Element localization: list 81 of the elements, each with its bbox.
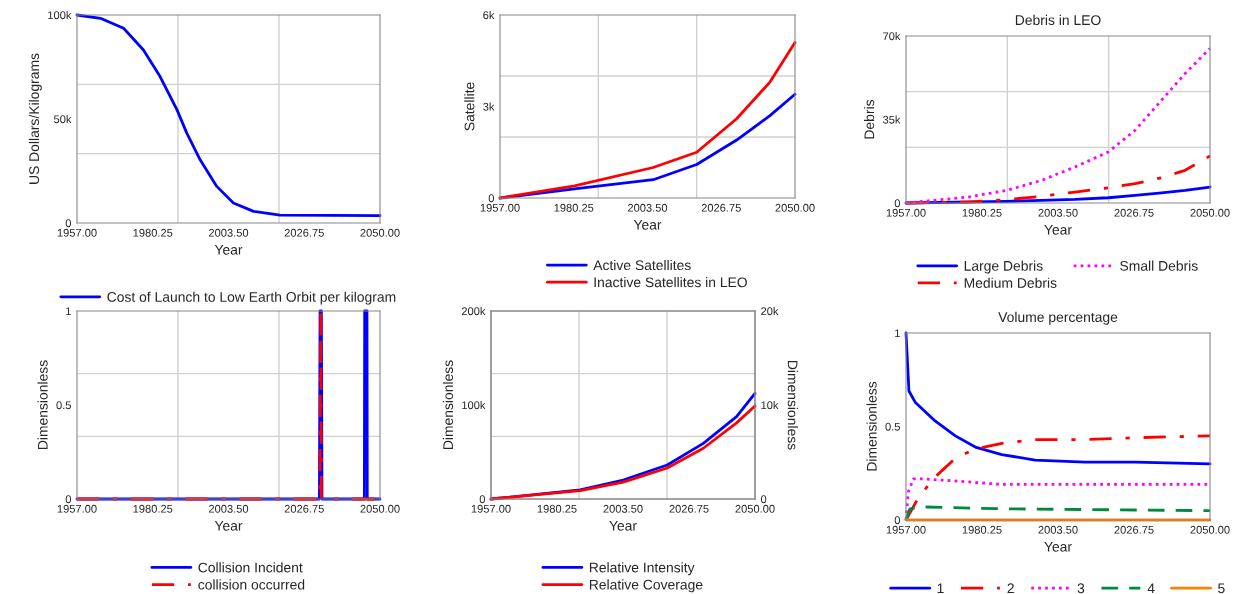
x-tick-label: 1980.25 [133,504,173,513]
legend-label: Inactive Satellites in LEO [594,277,747,288]
x-tick-label: 2026.75 [701,203,741,212]
y-tick-label: 35k [882,115,901,124]
y-tick-label: 0.5 [56,401,71,410]
y-axis-title: US Dollars/Kilograms [28,53,42,184]
x-tick-label: 1957.00 [57,228,97,237]
x-tick-label: 2026.75 [1114,208,1154,217]
y-tick-label: 100k [462,400,486,410]
x-tick-label: 2050.00 [360,228,400,237]
x-tick-label: 2003.50 [603,504,643,513]
x-tick-label: 2050.00 [775,203,815,212]
x-tick-label: 2003.50 [208,228,249,237]
y-axis-title: Dimensionless [442,360,454,450]
x-tick-label: 1980.25 [962,525,1002,534]
y2-tick-label: 0 [760,495,767,504]
y-tick-label: 0 [479,495,486,504]
y-axis-title: Satellite [464,82,475,131]
legend-label: Small Debris [1120,260,1198,271]
y-tick-label: 0.5 [885,422,900,431]
x-tick-label: 1980.25 [554,203,594,212]
legend-label: 1 [937,583,944,594]
legend-label: Relative Coverage [589,579,703,593]
legend-label: Active Satellites [593,259,691,271]
x-axis-title: Year [1044,541,1072,552]
legend-label: collision occurred [198,579,305,590]
x-tick-label: 2026.75 [1114,525,1154,534]
legend-label: 5 [1218,583,1225,594]
x-tick-label: 2050.00 [735,504,775,513]
y-axis-title: Dimensionless [866,381,877,471]
x-tick-label: 2003.50 [1038,208,1078,217]
x-tick-label: 1980.25 [537,504,577,513]
legend-label: 3 [1077,583,1085,594]
x-tick-label: 1957.00 [886,208,926,217]
y2-tick-label: 20k [761,306,779,316]
y-tick-label: 0 [65,495,72,504]
x-tick-label: 1957.00 [57,504,97,513]
x-axis-title: Year [633,219,662,230]
x-tick-label: 1957.00 [471,504,511,513]
x-axis-title: Year [1044,224,1072,235]
x-tick-label: 2026.75 [284,504,324,513]
legend-label: Medium Debris [964,277,1057,288]
y-tick-label: 0 [894,199,901,208]
y-tick-label: 70k [883,31,901,41]
y-tick-label: 0 [894,516,901,525]
x-axis-title: Year [214,520,243,531]
x-tick-label: 2050.00 [1190,208,1230,217]
x-tick-label: 2026.75 [669,504,709,513]
x-tick-label: 2050.00 [360,504,400,513]
x-tick-label: 2003.50 [1038,525,1078,534]
x-tick-label: 2003.50 [627,203,668,212]
legend-label: Relative Intensity [589,562,695,576]
x-tick-label: 1980.25 [962,208,1002,217]
y2-tick-label: 10k [761,400,779,410]
y-tick-label: 200k [461,306,486,316]
x-tick-label: 2050.00 [1190,525,1230,534]
legend-label: 4 [1147,583,1155,594]
x-axis-title: Year [609,520,637,531]
y-tick-label: 1 [66,307,71,316]
y-tick-label: 0 [65,219,72,228]
x-tick-label: 2003.50 [208,504,249,513]
legend-label: 2 [1007,583,1014,594]
legend-label: Large Debris [964,260,1043,274]
y-axis-title: Dimensionless [37,360,48,450]
legend-label: Collision Incident [198,562,303,573]
x-tick-label: 2026.75 [284,228,324,237]
x-tick-label: 1957.00 [886,525,926,534]
y-tick-label: 1 [895,329,900,338]
y-tick-label: 50k [53,114,72,124]
y-axis-title: Debris [864,99,875,139]
x-tick-label: 1980.25 [133,228,173,237]
chart-title: Debris in LEO [1015,14,1101,26]
y-tick-label: 0 [488,194,495,203]
y2-axis-title: Dimensionless [787,360,798,450]
chart-title: Volume percentage [998,311,1118,325]
y-tick-label: 6k [483,10,495,20]
x-axis-title: Year [214,244,243,255]
legend-label: Cost of Launch to Low Earth Orbit per kilogram [107,291,396,305]
x-tick-label: 1957.00 [480,203,520,212]
y-tick-label: 3k [483,102,495,111]
y-tick-label: 100k [48,10,72,20]
